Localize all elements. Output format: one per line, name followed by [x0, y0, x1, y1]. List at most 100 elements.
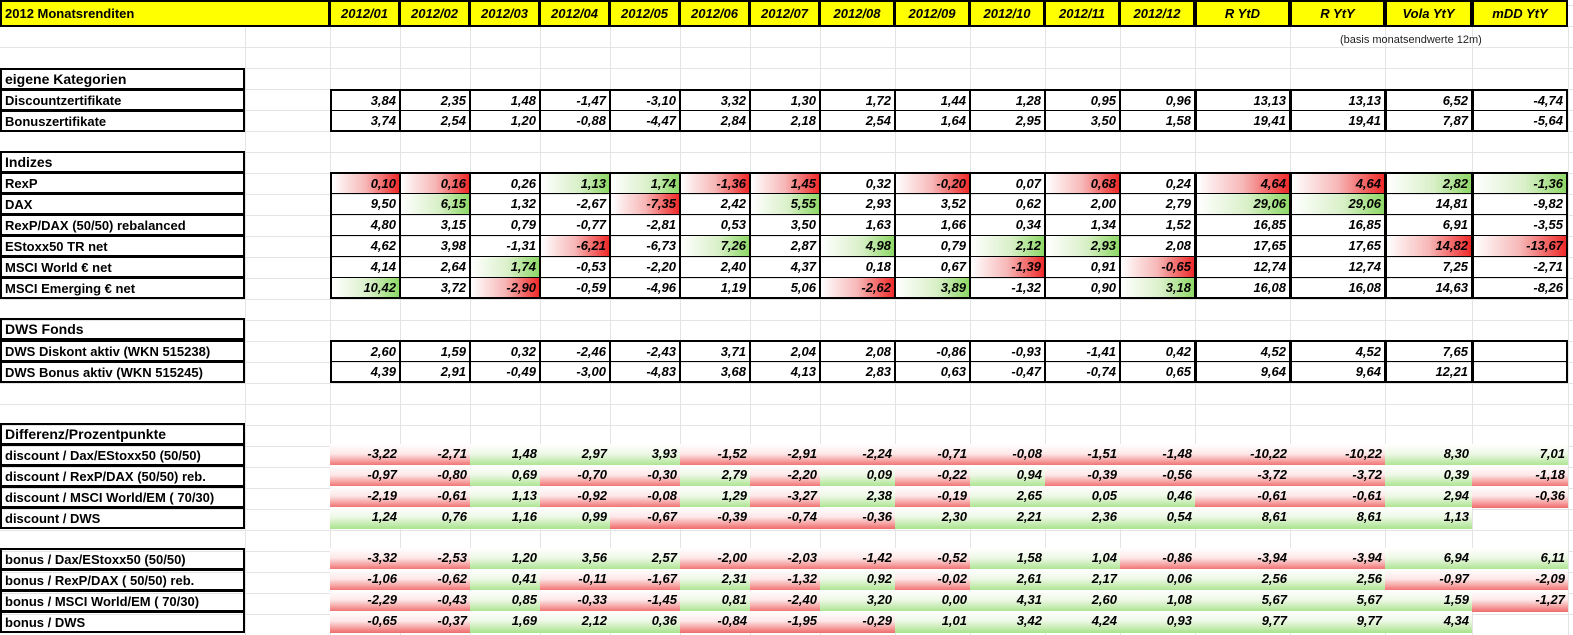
- value-cell: -2,46: [540, 340, 610, 362]
- value-cell: 2,40: [680, 256, 750, 278]
- value-cell: 1,08: [1120, 590, 1195, 612]
- value-cell: 2,04: [750, 340, 820, 362]
- value-cell: 1,24: [330, 507, 400, 529]
- value-cell: 0,10: [330, 172, 400, 194]
- value-cell: 0,81: [680, 590, 750, 612]
- value-cell: 4,13: [750, 361, 820, 383]
- value-cell: 0,39: [1385, 465, 1472, 487]
- row-label: bonus / MSCI World/EM ( 70/30): [0, 590, 245, 612]
- value-cell: 2,60: [1045, 590, 1120, 612]
- column-header: 2012/12: [1120, 0, 1195, 27]
- value-cell: -3,72: [1195, 465, 1290, 487]
- value-cell: -3,27: [750, 486, 820, 508]
- value-cell: [1472, 361, 1568, 383]
- value-cell: -1,36: [680, 172, 750, 194]
- grid-vline: [1290, 27, 1291, 635]
- value-cell: 1,34: [1045, 214, 1120, 236]
- grid-vline: [330, 27, 331, 635]
- value-cell: 0,63: [895, 361, 970, 383]
- value-cell: -0,39: [680, 507, 750, 529]
- value-cell: 4,80: [330, 214, 400, 236]
- value-cell: -2,20: [610, 256, 680, 278]
- value-cell: 0,96: [1120, 89, 1195, 111]
- value-cell: 0,07: [970, 172, 1045, 194]
- value-cell: 0,93: [1120, 611, 1195, 633]
- row-label: discount / Dax/EStoxx50 (50/50): [0, 444, 245, 466]
- value-cell: -1,18: [1472, 465, 1568, 487]
- value-cell: -0,20: [895, 172, 970, 194]
- value-cell: 1,64: [895, 110, 970, 132]
- value-cell: -0,36: [1472, 486, 1568, 508]
- value-cell: -0,59: [540, 277, 610, 299]
- value-cell: -10,22: [1290, 444, 1385, 466]
- value-cell: 2,08: [1120, 235, 1195, 257]
- value-cell: 7,25: [1385, 256, 1472, 278]
- value-cell: 1,20: [470, 548, 540, 570]
- value-cell: -3,22: [330, 444, 400, 466]
- value-cell: 0,32: [820, 172, 895, 194]
- value-cell: -2,62: [820, 277, 895, 299]
- value-cell: -3,72: [1290, 465, 1385, 487]
- value-cell: 6,91: [1385, 214, 1472, 236]
- value-cell: 4,64: [1290, 172, 1385, 194]
- column-header: 2012/11: [1045, 0, 1120, 27]
- value-cell: 17,65: [1290, 235, 1385, 257]
- value-cell: 2,08: [820, 340, 895, 362]
- value-cell: -0,19: [895, 486, 970, 508]
- value-cell: 1,58: [1120, 110, 1195, 132]
- value-cell: 3,18: [1120, 277, 1195, 299]
- value-cell: -0,47: [970, 361, 1045, 383]
- value-cell: 7,01: [1472, 444, 1568, 466]
- value-cell: 2,94: [1385, 486, 1472, 508]
- row-label: DWS Bonus aktiv (WKN 515245): [0, 361, 245, 383]
- value-cell: -6,73: [610, 235, 680, 257]
- value-cell: 0,94: [970, 465, 1045, 487]
- value-cell: 1,59: [400, 340, 470, 362]
- value-cell: 2,12: [540, 611, 610, 633]
- value-cell: 0,41: [470, 569, 540, 591]
- value-cell: 7,26: [680, 235, 750, 257]
- column-header: 2012/03: [470, 0, 540, 27]
- section-title: eigene Kategorien: [0, 68, 245, 90]
- row-label: DAX: [0, 193, 245, 215]
- value-cell: -1,47: [540, 89, 610, 111]
- column-header: 2012/01: [330, 0, 400, 27]
- value-cell: 2,21: [970, 507, 1045, 529]
- value-cell: 9,77: [1290, 611, 1385, 633]
- value-cell: -1,27: [1472, 590, 1568, 612]
- value-cell: 1,04: [1045, 548, 1120, 570]
- value-cell: 2,54: [400, 110, 470, 132]
- value-cell: 19,41: [1290, 110, 1385, 132]
- value-cell: 2,95: [970, 110, 1045, 132]
- value-cell: -0,52: [895, 548, 970, 570]
- value-cell: 0,65: [1120, 361, 1195, 383]
- value-cell: 2,79: [680, 465, 750, 487]
- value-cell: 10,42: [330, 277, 400, 299]
- grid-vline: [1195, 27, 1196, 635]
- grid-vline: [1472, 27, 1473, 635]
- value-cell: 0,92: [820, 569, 895, 591]
- column-header: 2012/08: [820, 0, 895, 27]
- value-cell: -0,37: [400, 611, 470, 633]
- value-cell: -2,71: [400, 444, 470, 466]
- value-cell: -0,70: [540, 465, 610, 487]
- value-cell: -3,10: [610, 89, 680, 111]
- value-cell: -2,24: [820, 444, 895, 466]
- value-cell: 1,74: [470, 256, 540, 278]
- value-cell: 1,30: [750, 89, 820, 111]
- value-cell: 0,32: [470, 340, 540, 362]
- value-cell: 16,08: [1195, 277, 1290, 299]
- value-cell: -4,83: [610, 361, 680, 383]
- grid-vline: [1045, 27, 1046, 635]
- value-cell: 14,63: [1385, 277, 1472, 299]
- value-cell: 1,29: [680, 486, 750, 508]
- row-label: bonus / RexP/DAX ( 50/50) reb.: [0, 569, 245, 591]
- value-cell: -2,71: [1472, 256, 1568, 278]
- value-cell: 1,13: [470, 486, 540, 508]
- value-cell: 2,38: [820, 486, 895, 508]
- value-cell: -0,61: [1195, 486, 1290, 508]
- value-cell: 8,30: [1385, 444, 1472, 466]
- value-cell: -0,97: [330, 465, 400, 487]
- value-cell: 13,13: [1195, 89, 1290, 111]
- value-cell: -0,77: [540, 214, 610, 236]
